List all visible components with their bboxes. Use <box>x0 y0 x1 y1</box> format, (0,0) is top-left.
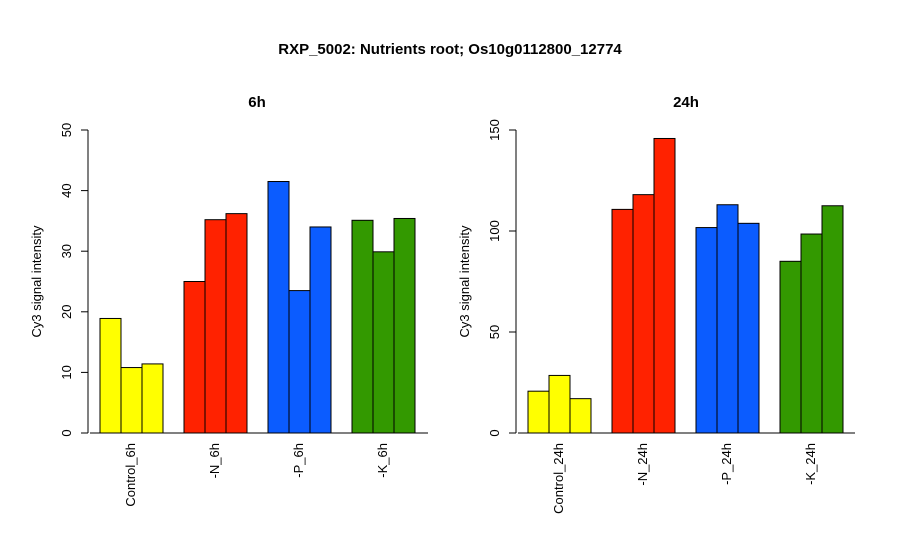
bar <box>716 204 739 434</box>
bar <box>267 181 290 434</box>
y-axis-label: Cy3 signal intensity <box>29 225 44 337</box>
bar <box>611 208 634 434</box>
x-tick-label: -K_6h <box>375 443 390 478</box>
bar <box>569 398 592 434</box>
y-tick-label: 0 <box>487 429 502 436</box>
bar <box>393 217 416 434</box>
panel-title: 24h <box>673 94 699 111</box>
chart-panel-24h: 24h 0 50 100 150 Cy3 signal intensity Control_… <box>457 94 855 514</box>
chart-panel-6h: 6h 0 10 20 30 40 50 Cy3 signal intensity Control… <box>29 94 428 507</box>
y-tick-label: 0 <box>59 429 74 436</box>
y-tick-label: 30 <box>59 244 74 258</box>
bar <box>372 251 395 434</box>
bar <box>99 317 122 434</box>
x-tick-label: Control_6h <box>123 443 138 507</box>
bar <box>527 390 550 434</box>
x-tick-label: -K_24h <box>803 443 818 485</box>
bar <box>225 213 248 434</box>
x-tick-label: -P_6h <box>291 443 306 478</box>
y-tick-label: 50 <box>487 325 502 339</box>
x-tick-label: -P_24h <box>719 443 734 485</box>
y-tick-label: 40 <box>59 183 74 197</box>
bar <box>779 260 802 434</box>
y-tick-label: 10 <box>59 365 74 379</box>
y-tick-label: 150 <box>487 119 502 141</box>
x-tick-label: -N_24h <box>635 443 650 486</box>
bar <box>548 374 571 434</box>
panel-title: 6h <box>248 94 266 111</box>
y-tick-label: 20 <box>59 305 74 319</box>
bar <box>309 226 332 434</box>
y-axis-label: Cy3 signal intensity <box>457 225 472 337</box>
bar <box>800 233 823 434</box>
bar <box>120 367 143 434</box>
x-tick-label: Control_24h <box>551 443 566 514</box>
bar <box>141 363 164 434</box>
bar <box>653 137 676 434</box>
bar <box>632 194 655 434</box>
bar <box>737 222 760 434</box>
x-tick-label: -N_6h <box>207 443 222 478</box>
bar <box>351 219 374 434</box>
bar <box>821 205 844 434</box>
bar <box>288 290 311 434</box>
figure-title: RXP_5002: Nutrients root; Os10g0112800_1… <box>278 41 622 58</box>
y-tick-label: 100 <box>487 220 502 242</box>
bar <box>183 281 206 434</box>
bar <box>204 219 227 434</box>
bar <box>695 227 718 434</box>
y-tick-label: 50 <box>59 123 74 137</box>
